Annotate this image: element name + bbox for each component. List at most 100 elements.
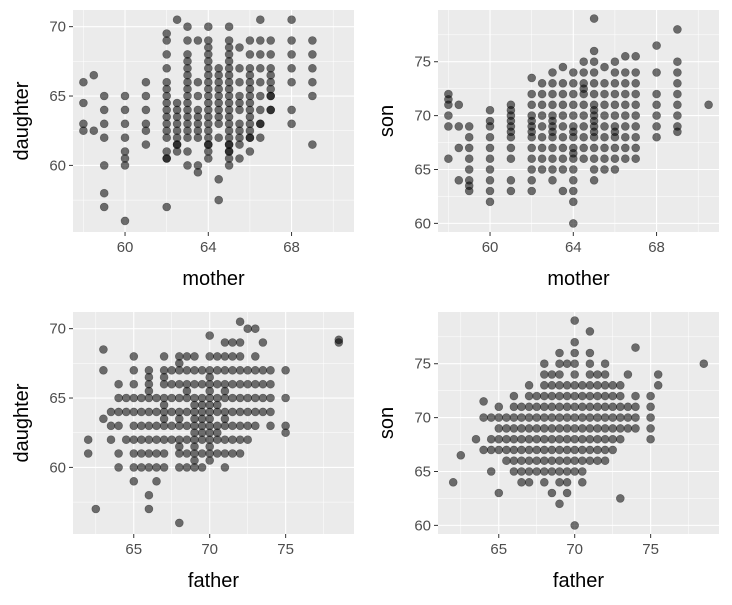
scatter-point xyxy=(182,407,192,417)
scatter-point xyxy=(486,413,496,422)
scatter-point xyxy=(485,143,495,153)
scatter-point xyxy=(485,197,495,207)
scatter-point xyxy=(144,504,154,514)
scatter-point xyxy=(631,79,641,88)
scatter-point xyxy=(193,91,203,101)
scatter-point xyxy=(608,424,618,433)
scatter-point xyxy=(570,456,580,466)
scatter-point xyxy=(558,62,568,72)
scatter-point xyxy=(570,413,580,422)
scatter-point xyxy=(120,133,130,142)
scatter-point xyxy=(255,64,265,73)
scatter-point xyxy=(266,393,275,403)
scatter-point xyxy=(141,91,151,101)
scatter-point xyxy=(585,327,595,336)
scatter-point xyxy=(577,477,587,487)
scatter-point xyxy=(255,119,265,129)
scatter-point xyxy=(547,488,557,498)
scatter-point xyxy=(129,463,139,472)
scatter-point xyxy=(190,393,199,403)
scatter-point xyxy=(167,365,176,375)
scatter-point xyxy=(258,407,268,417)
scatter-point xyxy=(255,15,265,25)
scatter-point xyxy=(167,407,176,417)
scatter-point xyxy=(555,370,564,379)
scatter-point xyxy=(593,391,602,401)
scatter-point xyxy=(258,365,268,375)
scatter-point xyxy=(558,186,568,196)
scatter-point xyxy=(673,111,682,120)
scatter-point xyxy=(699,359,709,369)
scatter-point xyxy=(539,413,549,422)
scatter-point xyxy=(204,36,213,45)
scatter-point xyxy=(539,402,549,412)
scatter-point xyxy=(159,449,169,458)
scatter-point xyxy=(509,413,519,422)
scatter-point xyxy=(555,434,564,444)
scatter-point xyxy=(251,324,260,334)
scatter-point xyxy=(532,391,542,401)
scatter-point xyxy=(527,111,537,120)
scatter-point xyxy=(99,119,109,129)
scatter-point xyxy=(579,100,589,110)
scatter-point xyxy=(652,68,661,77)
scatter-point xyxy=(144,435,154,445)
scatter-point xyxy=(532,467,542,476)
panel-background xyxy=(73,10,354,232)
scatter-point xyxy=(585,391,595,401)
scatter-point xyxy=(245,64,255,73)
scatter-point xyxy=(527,186,537,196)
scatter-point xyxy=(570,391,580,401)
scatter-point xyxy=(228,365,237,375)
scatter-point xyxy=(524,402,534,412)
scatter-point xyxy=(251,407,260,417)
scatter-point xyxy=(593,445,602,455)
scatter-point xyxy=(600,132,609,142)
scatter-point xyxy=(537,132,547,142)
panel-background xyxy=(73,312,354,534)
scatter-point xyxy=(182,463,192,472)
scatter-point xyxy=(547,380,557,390)
scatter-point xyxy=(623,413,633,422)
scatter-point xyxy=(568,79,578,88)
scatter-point xyxy=(600,402,610,412)
panel-father-son: 65 70 75 60 65 70 75 father son xyxy=(376,312,719,592)
scatter-point xyxy=(106,435,116,445)
scatter-point xyxy=(555,456,564,466)
scatter-point xyxy=(532,413,542,422)
scatter-point xyxy=(228,393,237,403)
scatter-point xyxy=(444,154,453,163)
scatter-point xyxy=(620,51,630,61)
x-tick-label: 70 xyxy=(201,541,218,558)
scatter-point xyxy=(251,352,260,361)
scatter-point xyxy=(555,380,564,390)
scatter-point xyxy=(464,143,474,153)
scatter-point xyxy=(114,379,123,389)
scatter-point xyxy=(444,89,453,99)
scatter-point xyxy=(228,449,237,458)
scatter-point xyxy=(121,393,131,403)
scatter-point xyxy=(162,202,171,212)
scatter-point xyxy=(568,143,578,153)
scatter-point xyxy=(183,147,192,156)
scatter-point xyxy=(547,424,557,433)
scatter-point xyxy=(152,393,161,403)
scatter-point xyxy=(608,402,618,412)
scatter-point xyxy=(579,132,589,142)
scatter-point xyxy=(266,36,276,45)
scatter-point xyxy=(334,335,344,345)
scatter-point xyxy=(555,445,564,455)
scatter-point xyxy=(120,91,130,101)
scatter-point xyxy=(228,421,237,431)
scatter-point xyxy=(167,379,176,389)
scatter-point xyxy=(646,434,655,444)
scatter-point xyxy=(631,424,640,433)
scatter-point xyxy=(548,143,557,153)
x-tick-label: 64 xyxy=(565,239,582,256)
scatter-point xyxy=(631,89,641,99)
x-tick-label: 65 xyxy=(125,541,142,558)
scatter-point xyxy=(494,424,504,433)
scatter-point xyxy=(486,467,496,476)
scatter-point xyxy=(129,476,139,486)
scatter-point xyxy=(532,402,542,412)
